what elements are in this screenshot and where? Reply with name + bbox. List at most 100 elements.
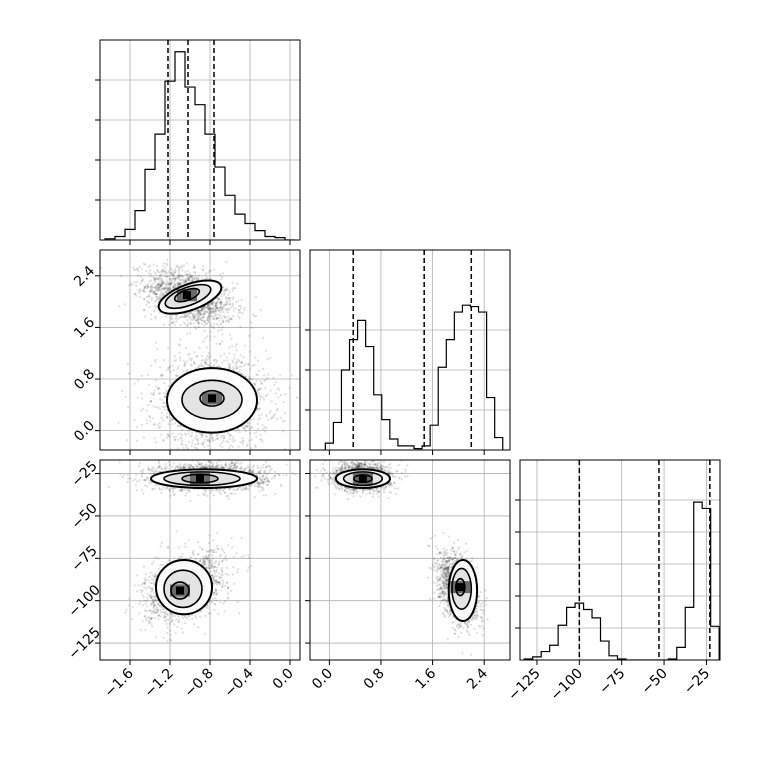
sample-point: [224, 463, 227, 466]
sample-point: [186, 369, 189, 372]
sample-point: [269, 409, 272, 412]
sample-point: [231, 302, 234, 306]
sample-point: [204, 359, 207, 362]
sample-point: [226, 307, 229, 310]
sample-point: [263, 471, 266, 474]
sample-point: [156, 288, 159, 291]
sample-point: [223, 491, 226, 494]
sample-point: [142, 436, 145, 439]
sample-point: [189, 434, 192, 437]
sample-point: [141, 279, 144, 283]
sample-point: [167, 287, 170, 290]
sample-point: [160, 289, 163, 292]
sample-point: [239, 325, 242, 328]
sample-point: [200, 461, 203, 464]
sample-point: [261, 475, 264, 478]
sample-point: [227, 319, 230, 322]
sample-point: [168, 278, 171, 281]
sample-point: [243, 344, 247, 347]
sample-point: [171, 277, 175, 280]
sample-point: [162, 262, 166, 265]
sample-point: [260, 388, 263, 391]
sample-point: [235, 362, 238, 365]
sample-point: [174, 435, 177, 438]
sample-point: [153, 290, 157, 293]
sample-point: [158, 421, 161, 424]
sample-point: [179, 425, 182, 428]
sample-point: [204, 321, 207, 324]
sample-point: [226, 494, 230, 498]
sample-point: [166, 258, 169, 261]
sample-point: [230, 317, 233, 320]
sample-point: [259, 397, 262, 401]
sample-point: [273, 476, 276, 480]
sample-point: [219, 306, 222, 309]
sample-point: [179, 464, 182, 467]
sample-point: [257, 389, 260, 392]
sample-point: [203, 361, 206, 364]
sample-point: [117, 421, 120, 424]
sample-point: [155, 292, 158, 296]
sample-point: [234, 307, 238, 310]
sample-point: [159, 285, 162, 288]
sample-point: [181, 276, 184, 279]
sample-point: [259, 395, 262, 398]
sample-point: [180, 266, 183, 269]
sample-point: [258, 407, 261, 410]
sample-point: [266, 376, 269, 380]
sample-point: [126, 439, 129, 442]
sample-point: [255, 473, 258, 476]
sample-point: [162, 392, 165, 395]
sample-point: [228, 318, 231, 321]
sample-point: [143, 484, 147, 487]
sample-point: [237, 309, 240, 312]
sample-point: [283, 412, 286, 415]
sample-point: [215, 313, 218, 316]
sample-point: [240, 361, 243, 364]
sample-point: [230, 318, 233, 321]
sample-point: [207, 271, 210, 274]
sample-point: [133, 418, 136, 421]
sample-point: [258, 387, 261, 390]
sample-point: [178, 275, 181, 278]
sample-point: [156, 387, 160, 390]
sample-point: [216, 306, 219, 309]
sample-point: [160, 273, 163, 276]
sample-point: [269, 465, 272, 468]
sample-point: [210, 315, 213, 318]
sample-point: [254, 382, 257, 385]
sample-point: [214, 301, 217, 304]
sample-point: [203, 441, 206, 444]
sample-point: [256, 464, 259, 467]
sample-point: [215, 317, 219, 320]
sample-point: [228, 464, 231, 467]
sample-point: [196, 439, 199, 442]
sample-point: [187, 279, 190, 282]
sample-point: [209, 335, 212, 338]
sample-point: [152, 470, 155, 473]
sample-point: [161, 292, 164, 296]
sample-point: [222, 439, 225, 442]
sample-point: [193, 351, 196, 354]
sample-point: [261, 487, 264, 490]
sample-point: [259, 308, 262, 311]
sample-point: [192, 266, 195, 269]
sample-point: [221, 333, 224, 336]
sample-point: [184, 280, 187, 283]
sample-point: [230, 464, 233, 468]
sample-point: [198, 309, 201, 312]
sample-point: [214, 309, 217, 312]
sample-point: [216, 324, 219, 327]
sample-point: [294, 473, 297, 476]
sample-point: [248, 469, 251, 472]
sample-point: [196, 437, 200, 440]
sample-point: [173, 279, 176, 283]
sample-point: [149, 288, 152, 291]
sample-point: [200, 359, 203, 362]
sample-point: [236, 488, 239, 491]
sample-point: [240, 488, 243, 491]
sample-point: [211, 310, 214, 313]
sample-point: [187, 440, 191, 443]
sample-point: [208, 317, 211, 320]
sample-point: [237, 315, 240, 318]
